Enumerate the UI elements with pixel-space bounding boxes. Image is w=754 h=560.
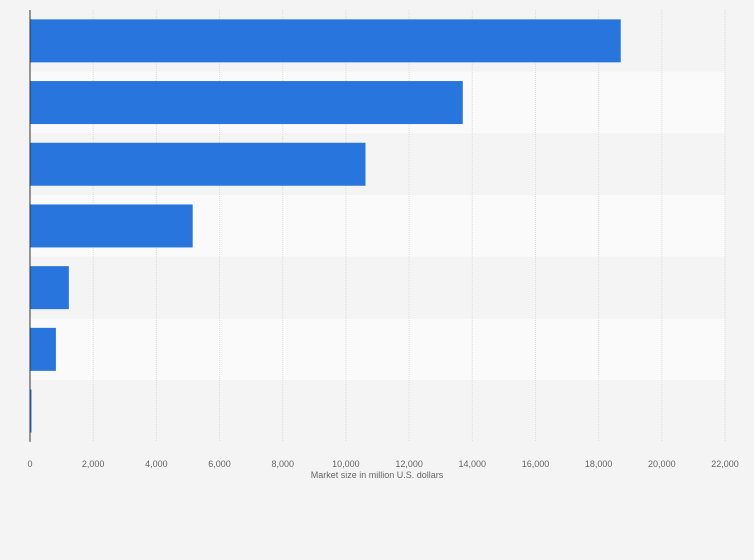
bars (30, 19, 621, 433)
x-tick-label: 4,000 (145, 459, 168, 469)
x-tick-label: 0 (27, 459, 32, 469)
x-axis-tick-labels: 0 2,000 4,000 6,000 8,000 10,000 12,000 14,000 1… (27, 459, 738, 469)
bar[interactable] (30, 19, 621, 63)
row-band (30, 318, 725, 381)
bar[interactable] (30, 142, 366, 186)
x-tick-label: 16,000 (522, 459, 550, 469)
bar[interactable] (30, 204, 193, 248)
bar[interactable] (30, 389, 32, 433)
x-tick-label: 18,000 (585, 459, 613, 469)
x-tick-label: 6,000 (208, 459, 231, 469)
bar[interactable] (30, 81, 463, 125)
row-band (30, 380, 725, 442)
x-tick-label: 14,000 (459, 459, 487, 469)
bar[interactable] (30, 327, 56, 371)
row-band (30, 256, 725, 319)
x-tick-label: 22,000 (711, 459, 739, 469)
row-bands (30, 10, 725, 442)
x-tick-label: 20,000 (648, 459, 676, 469)
x-axis-title: Market size in million U.S. dollars (311, 470, 444, 480)
x-tick-label: 2,000 (82, 459, 105, 469)
x-tick-label: 12,000 (395, 459, 423, 469)
x-tick-label: 10,000 (332, 459, 360, 469)
x-tick-label: 8,000 (271, 459, 294, 469)
bar[interactable] (30, 266, 69, 310)
